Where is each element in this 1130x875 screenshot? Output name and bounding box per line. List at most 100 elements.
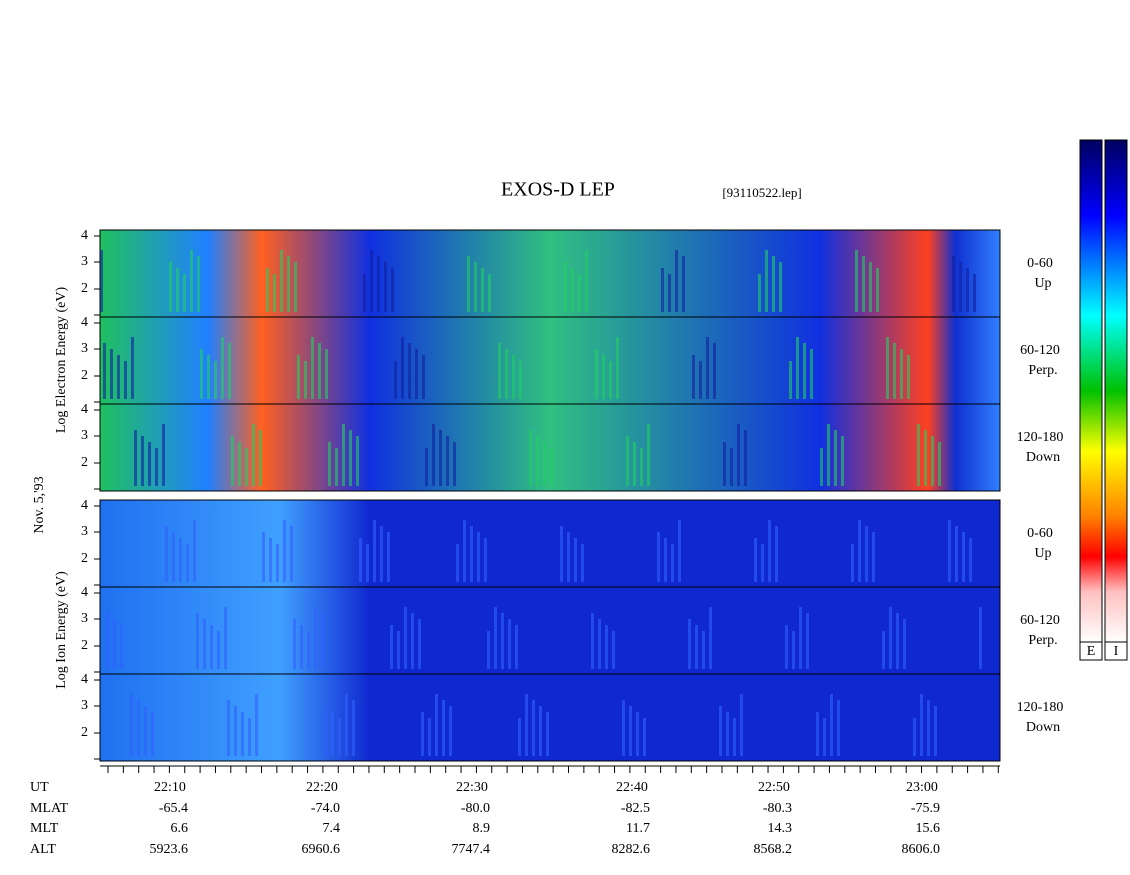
streak xyxy=(699,361,702,399)
y-tick-label: 3 xyxy=(81,341,88,356)
streak xyxy=(571,268,574,312)
streak xyxy=(401,337,404,399)
streak xyxy=(231,436,234,486)
streak xyxy=(234,706,237,756)
streak xyxy=(134,430,137,486)
streak xyxy=(345,694,348,756)
streak xyxy=(626,436,629,486)
table-cell: 7747.4 xyxy=(452,842,491,857)
table-cell: 5923.6 xyxy=(150,842,189,857)
panel-sublabel: Up xyxy=(1034,546,1051,561)
streak xyxy=(498,343,501,399)
streak xyxy=(515,625,518,669)
streak xyxy=(241,712,244,756)
panel-label: 120-180 xyxy=(1017,700,1064,715)
streak xyxy=(456,544,459,582)
streak xyxy=(117,355,120,399)
colorbar-label: I xyxy=(1114,644,1119,659)
streak xyxy=(501,613,504,669)
streak xyxy=(896,613,899,669)
streak xyxy=(370,250,373,312)
y-tick-label: 3 xyxy=(81,611,88,626)
streak xyxy=(144,706,147,756)
row-label: UT xyxy=(30,780,49,795)
table-cell: 8.9 xyxy=(473,821,491,836)
streak xyxy=(183,274,186,312)
streak xyxy=(151,712,154,756)
streak xyxy=(186,544,189,582)
streak xyxy=(269,538,272,582)
streak xyxy=(428,718,431,756)
streak xyxy=(765,250,768,312)
streak xyxy=(775,526,778,582)
table-cell: 11.7 xyxy=(626,821,650,836)
streak xyxy=(349,430,352,486)
streak xyxy=(633,442,636,486)
streak xyxy=(872,532,875,582)
streak xyxy=(851,544,854,582)
colorbar-box xyxy=(1104,641,1128,661)
streak xyxy=(494,607,497,669)
streak xyxy=(834,430,837,486)
streak xyxy=(858,520,861,582)
streak xyxy=(210,625,213,669)
y-tick-label: 3 xyxy=(81,524,88,539)
streak xyxy=(415,349,418,399)
streak xyxy=(789,361,792,399)
title: EXOS-D LEP xyxy=(501,179,615,201)
streak xyxy=(920,694,923,756)
panel-label: 0-60 xyxy=(1027,526,1053,541)
streak xyxy=(758,274,761,312)
streak xyxy=(252,424,255,486)
y-tick-label: 2 xyxy=(81,638,88,653)
streak xyxy=(820,448,823,486)
streak xyxy=(657,532,660,582)
streak xyxy=(359,538,362,582)
streak xyxy=(422,355,425,399)
streak xyxy=(155,448,158,486)
streak xyxy=(293,619,296,669)
streak xyxy=(578,274,581,312)
streak xyxy=(952,256,955,312)
y-tick-label: 4 xyxy=(81,402,88,417)
streak xyxy=(529,430,532,486)
streak xyxy=(525,694,528,756)
table-cell: -74.0 xyxy=(311,801,340,816)
streak xyxy=(335,448,338,486)
panel-sublabel: Down xyxy=(1026,450,1060,465)
streak xyxy=(338,718,341,756)
streak xyxy=(227,700,230,756)
streak xyxy=(477,532,480,582)
streak xyxy=(966,268,969,312)
streak xyxy=(675,250,678,312)
streak xyxy=(363,274,366,312)
date-label: Nov. 5,'93 xyxy=(32,476,47,533)
streak xyxy=(356,436,359,486)
streak xyxy=(806,613,809,669)
streak xyxy=(439,430,442,486)
streak xyxy=(518,718,521,756)
streak xyxy=(245,448,248,486)
streak xyxy=(616,337,619,399)
streak xyxy=(179,538,182,582)
streak xyxy=(536,436,539,486)
streak xyxy=(113,619,116,669)
streak xyxy=(200,349,203,399)
streak xyxy=(221,337,224,399)
streak xyxy=(130,694,133,756)
table-cell: 7.4 xyxy=(323,821,341,836)
streak xyxy=(207,355,210,399)
streak xyxy=(903,619,906,669)
table-cell: -80.0 xyxy=(461,801,490,816)
panel-sublabel: Down xyxy=(1026,720,1060,735)
colorbar-box xyxy=(1079,641,1103,661)
table-cell: 22:20 xyxy=(306,780,338,795)
table-cell: 8606.0 xyxy=(902,842,941,857)
streak xyxy=(190,250,193,312)
streak xyxy=(255,694,258,756)
streak xyxy=(193,520,196,582)
electron-axis-label: Log Electron Energy (eV) xyxy=(54,287,69,434)
streak xyxy=(425,448,428,486)
streak xyxy=(331,712,334,756)
